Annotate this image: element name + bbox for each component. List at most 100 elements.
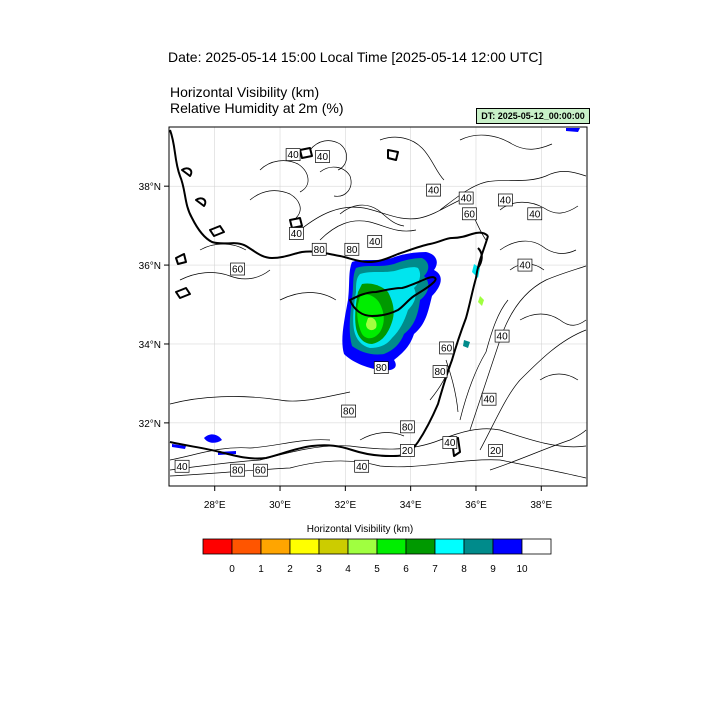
contour-label-text: 80 bbox=[232, 466, 244, 477]
contour-label: 20 bbox=[488, 444, 503, 457]
contour-label-text: 40 bbox=[529, 209, 541, 220]
contour-label: 40 bbox=[458, 191, 474, 205]
axis-ticks: 28°E 30°E 32°E 34°E 36°E 38°E 38°N 36°N 34°N 32°N bbox=[139, 182, 553, 511]
contour-label-text: 60 bbox=[441, 343, 453, 354]
contour-label-text: 40 bbox=[519, 261, 531, 272]
levant-coast bbox=[403, 235, 489, 455]
lon-tick-label: 30°E bbox=[269, 500, 291, 511]
contour-label-text: 40 bbox=[461, 194, 473, 205]
contour-label: 40 bbox=[354, 459, 370, 473]
lon-tick-label: 38°E bbox=[530, 500, 552, 511]
aegean-islands-2 bbox=[195, 197, 207, 207]
contour-label-text: 40 bbox=[444, 438, 456, 449]
aegean-islands-3 bbox=[209, 225, 225, 237]
contour-label: 60 bbox=[230, 262, 245, 276]
colorbar-tick-label: 1 bbox=[258, 564, 264, 575]
contour-label-text: 40 bbox=[428, 186, 440, 197]
aegean-island-4 bbox=[175, 253, 187, 265]
contour-label-text: 40 bbox=[483, 395, 495, 406]
contour-label-text: 40 bbox=[497, 332, 509, 343]
map-title: Date: 2025-05-14 15:00 Local Time [2025-… bbox=[168, 49, 543, 65]
colorbar-tick-label: 7 bbox=[432, 564, 438, 575]
lake-3 bbox=[289, 217, 303, 229]
colorbar-bin bbox=[521, 538, 552, 555]
contour-label: 40 bbox=[494, 329, 510, 343]
contour-label: 40 bbox=[426, 183, 441, 197]
contour-label: 80 bbox=[373, 361, 389, 374]
colorbar-bin bbox=[434, 538, 465, 555]
lat-tick-label: 38°N bbox=[139, 182, 161, 193]
cyprus-coast bbox=[349, 276, 437, 317]
colorbar-tick-label: 5 bbox=[374, 564, 380, 575]
contour-label: 60 bbox=[462, 207, 477, 220]
contour-label-text: 40 bbox=[500, 195, 512, 206]
contour-label: 40 bbox=[367, 235, 383, 248]
contour-label: 40 bbox=[481, 392, 497, 406]
lon-tick-label: 32°E bbox=[334, 500, 356, 511]
contour-label-text: 80 bbox=[346, 245, 358, 256]
contour-label-text: 40 bbox=[356, 462, 368, 473]
colorbar-bin bbox=[492, 538, 523, 555]
colorbar-bin bbox=[260, 538, 291, 555]
contour-label: 80 bbox=[344, 242, 360, 256]
contour-label-text: 60 bbox=[464, 209, 476, 220]
colorbar-bin bbox=[463, 538, 494, 555]
contour-label-text: 40 bbox=[317, 152, 329, 163]
orontes-region bbox=[477, 247, 483, 269]
colorbar-bin bbox=[318, 538, 349, 555]
contour-label: 80 bbox=[400, 420, 415, 433]
visibility-east-coast-green bbox=[478, 296, 484, 306]
contour-label: 80 bbox=[341, 404, 356, 418]
colorbar-bin bbox=[405, 538, 436, 555]
contour-label-text: 20 bbox=[402, 446, 414, 457]
contour-label-text: 60 bbox=[255, 466, 267, 477]
contour-label: 40 bbox=[517, 258, 533, 272]
contour-label-text: 60 bbox=[232, 265, 244, 276]
contour-label: 80 bbox=[432, 365, 448, 378]
colorbar-tick-label: 6 bbox=[403, 564, 409, 575]
contour-label: 60 bbox=[253, 463, 268, 477]
colorbar-title: Horizontal Visibility (km) bbox=[306, 524, 414, 535]
contour-labels: 40 80 60 80 80 60 80 40 40 40 40 80 40 40 60 40 40 40 40 60… bbox=[174, 148, 543, 477]
aegean-islands-1 bbox=[181, 167, 193, 177]
contour-label-text: 40 bbox=[288, 150, 300, 161]
contour-label: 40 bbox=[315, 150, 330, 163]
contour-label: 80 bbox=[230, 463, 245, 477]
contour-label: 80 bbox=[311, 242, 327, 256]
visibility-egypt-blue bbox=[204, 434, 222, 443]
colorbar-tick-label: 2 bbox=[287, 564, 293, 575]
contour-label: 40 bbox=[442, 436, 458, 449]
variable-label-humidity: Relative Humidity at 2m (%) bbox=[170, 100, 344, 116]
contour-label: 60 bbox=[439, 341, 454, 354]
contour-label-text: 40 bbox=[177, 462, 189, 473]
visibility-east-coast-teal bbox=[463, 340, 470, 348]
visibility-4-5km bbox=[366, 317, 377, 331]
contour-label: 20 bbox=[400, 444, 415, 457]
contour-label-text: 80 bbox=[434, 367, 446, 378]
colorbar-tick-label: 4 bbox=[345, 564, 351, 575]
contour-label-text: 80 bbox=[314, 245, 326, 256]
map-content bbox=[169, 127, 587, 486]
lat-tick-label: 32°N bbox=[139, 419, 161, 430]
map-frame bbox=[168, 126, 588, 487]
colorbar-bin bbox=[289, 538, 320, 555]
lon-tick-label: 34°E bbox=[400, 500, 422, 511]
colorbar-tick-label: 9 bbox=[490, 564, 496, 575]
colorbar-bin bbox=[202, 538, 233, 555]
coastlines bbox=[169, 129, 489, 460]
contour-label-text: 20 bbox=[490, 446, 502, 457]
forecast-init-badge: DT: 2025-05-12_00:00:00 bbox=[476, 108, 590, 124]
colorbar-bin bbox=[347, 538, 378, 555]
colorbar-tick-label: 3 bbox=[316, 564, 322, 575]
lat-tick-label: 34°N bbox=[139, 340, 161, 351]
humidity-contours bbox=[169, 134, 587, 479]
lon-tick-label: 36°E bbox=[465, 500, 487, 511]
colorbar-bin bbox=[231, 538, 262, 555]
colorbar: 0 1 2 3 4 5 6 7 8 9 10 bbox=[202, 538, 552, 575]
lake-1 bbox=[299, 147, 313, 159]
colorbar-tick-label: 0 bbox=[229, 564, 235, 575]
contour-label-text: 80 bbox=[376, 363, 388, 374]
colorbar-tick-label: 8 bbox=[461, 564, 467, 575]
colorbar-tick-label: 10 bbox=[516, 564, 528, 575]
